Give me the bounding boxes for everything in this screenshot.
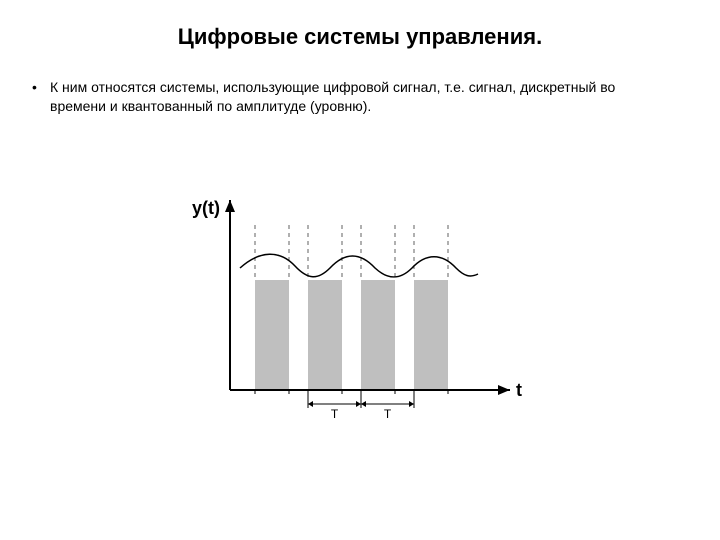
slide: Цифровые системы управления. • К ним отн… [0,0,720,540]
bullet-marker: • [32,78,50,97]
svg-text:t: t [516,380,522,400]
slide-title: Цифровые системы управления. [0,24,720,50]
svg-text:y(t): y(t) [192,198,220,218]
signal-figure: T Ty(t) t [160,180,540,440]
svg-text:T: T [331,407,339,421]
bullet-item: • К ним относятся системы, использующие … [32,78,660,116]
bullet-text: К ним относятся системы, использующие ци… [50,78,660,116]
svg-text:T: T [384,407,392,421]
